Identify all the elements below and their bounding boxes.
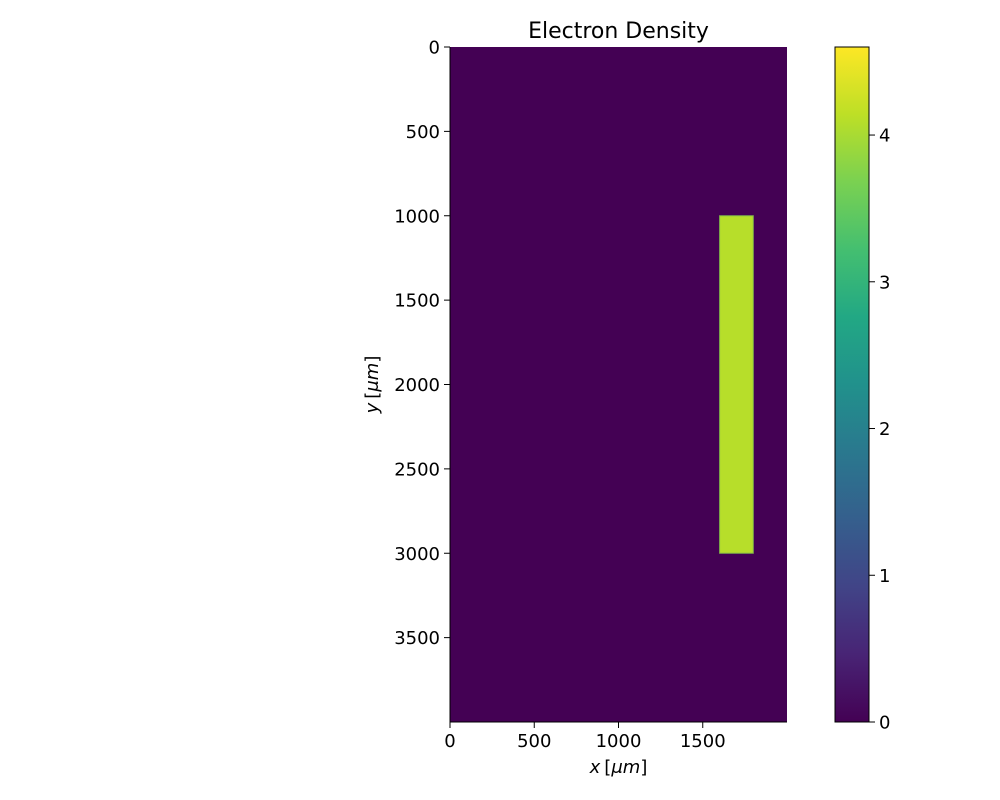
y-tick-label: 1000 (394, 206, 440, 227)
x-tick-label: 1500 (680, 731, 726, 752)
colorbar-tick-label: 1 (879, 566, 890, 587)
colorbar-tick-label: 4 (879, 126, 890, 147)
y-axis-label: y[μm] (362, 356, 383, 415)
chart-title: Electron Density (528, 19, 709, 44)
x-axis-label-variable: x (589, 757, 601, 778)
y-tick-label: 0 (429, 38, 440, 59)
x-tick-label: 0 (444, 731, 455, 752)
heatmap-region-0 (719, 215, 754, 554)
y-axis-ticks: 0 500 1000 1500 2000 2500 3000 3500 (394, 38, 450, 649)
y-tick-label: 500 (406, 122, 440, 143)
colorbar: 0 1 2 3 4 (834, 46, 890, 734)
heatmap-plot-area (450, 47, 787, 722)
colorbar-tick-label: 3 (879, 272, 890, 293)
y-tick-label: 3500 (394, 628, 440, 649)
x-axis-label-unit: μm (610, 757, 640, 778)
y-tick-label: 1500 (394, 291, 440, 312)
x-axis-label: x [μm] (589, 757, 648, 778)
y-axis-label-unit: μm (362, 363, 383, 393)
y-tick-label: 2500 (394, 459, 440, 480)
heatmap-regions (719, 215, 754, 554)
colorbar-ticks: 0 1 2 3 4 (869, 126, 890, 734)
y-axis-label-variable: y (362, 402, 383, 414)
y-tick-label: 3000 (394, 544, 440, 565)
x-axis-ticks: 0 500 1000 1500 (444, 722, 726, 752)
x-tick-label: 1000 (596, 731, 642, 752)
colorbar-frame (834, 46, 870, 723)
y-tick-label: 2000 (394, 375, 440, 396)
colorbar-gradient (835, 47, 869, 722)
colorbar-tick-label: 0 (879, 713, 890, 734)
colorbar-tick-label: 2 (879, 419, 890, 440)
x-tick-label: 500 (517, 731, 551, 752)
